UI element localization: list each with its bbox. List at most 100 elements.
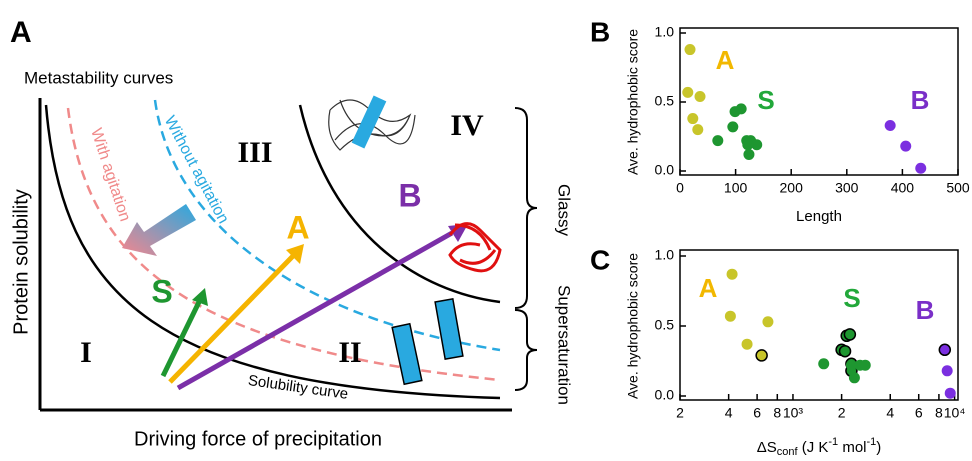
region-label: II [338, 336, 361, 369]
panel-letter: B [590, 16, 610, 47]
point [845, 359, 857, 371]
x-tick-label: 10⁴ [944, 405, 966, 421]
plot-frame [679, 249, 959, 401]
x-axis-label: Length [796, 208, 842, 225]
x-axis-label: Driving force of precipitation [134, 428, 382, 450]
arrow-line [160, 298, 203, 378]
point [724, 310, 736, 322]
x-axis-label-part: ) [876, 439, 881, 456]
panel-letter: C [590, 244, 610, 275]
point [818, 358, 830, 370]
diagram-title: Metastability curves [24, 68, 173, 87]
y-axis-label: Protein solubility [10, 189, 32, 335]
point [884, 119, 896, 131]
point [684, 44, 696, 56]
curve-label: Without agitation [161, 113, 232, 226]
y-tick-label: 0.5 [655, 317, 675, 333]
point [938, 343, 952, 357]
amorphous-aggregate-icon [328, 95, 416, 151]
point [742, 139, 754, 151]
series-label: B [911, 85, 930, 115]
without-agitation-curve [153, 99, 501, 352]
solubility-curve [44, 104, 501, 400]
point [682, 86, 694, 98]
bracket-label: Supersaturation [555, 285, 574, 405]
point [762, 316, 774, 328]
shift-arrow [122, 204, 196, 256]
curve-label: With agitation [87, 126, 133, 223]
arrows [160, 224, 468, 391]
x-tick-label: 4 [725, 405, 733, 421]
point [726, 268, 738, 280]
x-tick-label: 200 [780, 180, 804, 196]
point [944, 387, 956, 399]
point [843, 328, 857, 341]
x-tick-label: 2 [676, 405, 684, 421]
y-tick-label: 0.0 [655, 387, 675, 403]
point [741, 338, 753, 350]
x-tick-label: 2 [838, 405, 846, 421]
x-axis-label-part: -1 [867, 436, 877, 448]
point [941, 365, 953, 377]
point [743, 148, 755, 160]
point [727, 121, 739, 133]
with-agitation-curve [66, 107, 501, 382]
series-label: B [916, 295, 935, 325]
y-axis-label: Ave. hydrophobic score [625, 253, 641, 399]
point [712, 135, 724, 147]
region-label: I [80, 336, 92, 369]
y-tick-label: 1.0 [655, 24, 675, 40]
bracket-label: Glassy [555, 184, 574, 236]
x-tick-label: 500 [946, 180, 970, 196]
series-label: A [716, 45, 735, 75]
point [848, 372, 860, 384]
arrow-head [448, 224, 468, 242]
series-label: A [699, 273, 718, 303]
x-tick-label: 400 [891, 180, 915, 196]
point [751, 139, 763, 151]
x-axis-label: ΔSconf (J K-1 mol-1) [757, 436, 882, 458]
x-axis-label-part: (J K [798, 439, 829, 456]
arrow-label: B [398, 177, 421, 213]
arrow-label: S [151, 273, 172, 309]
point [838, 344, 852, 358]
arrow-line [176, 230, 454, 391]
arrow-head [192, 288, 208, 306]
y-tick-label: 0.5 [655, 93, 675, 109]
series-label: S [757, 85, 774, 115]
x-tick-label: 300 [835, 180, 859, 196]
point [687, 113, 699, 125]
y-tick-label: 1.0 [655, 247, 675, 263]
x-tick-label: 6 [915, 405, 923, 421]
y-axis-label: Ave. hydrophobic score [625, 29, 641, 175]
point [915, 162, 927, 174]
x-tick-label: 100 [724, 180, 748, 196]
x-axis-label-part: ΔS [757, 439, 777, 456]
arrow-line [168, 254, 295, 384]
x-tick-label: 8 [935, 405, 943, 421]
y-tick-label: 0.0 [655, 162, 675, 178]
region-label: III [237, 136, 272, 169]
point [694, 90, 706, 102]
arrow-head [286, 244, 304, 264]
fibril-icon [391, 298, 464, 386]
x-axis-label-part: -1 [828, 436, 838, 448]
x-tick-label: 10³ [783, 405, 804, 421]
panel-letter: A [10, 16, 32, 49]
series-label: S [843, 283, 860, 313]
x-axis-label-part: mol [838, 439, 866, 456]
x-tick-label: 6 [753, 405, 761, 421]
point [900, 140, 912, 152]
bracket [514, 107, 538, 391]
x-tick-label: 4 [886, 405, 894, 421]
region-label: IV [450, 109, 484, 142]
glassy-aggregate-icon [448, 222, 502, 273]
x-axis-label-part: conf [777, 446, 799, 458]
x-tick-label: 8 [773, 405, 781, 421]
point [859, 359, 871, 371]
point [735, 103, 747, 115]
glassy-curve [298, 104, 501, 304]
arrow-label: A [286, 209, 309, 245]
point [692, 124, 704, 136]
